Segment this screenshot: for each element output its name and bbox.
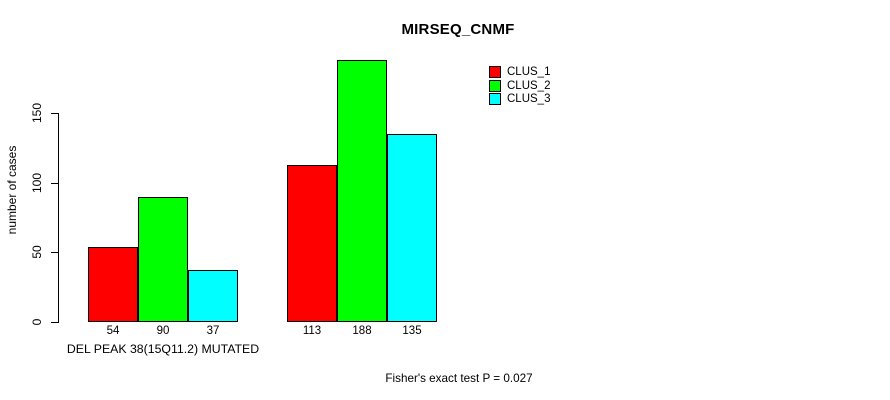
- legend: CLUS_1 CLUS_2 CLUS_3: [489, 65, 550, 106]
- y-tick-mark: [51, 113, 58, 114]
- y-tick-label: 50: [30, 245, 44, 259]
- bar-value-label: 54: [106, 325, 120, 337]
- chart-title: MIRSEQ_CNMF: [401, 21, 515, 38]
- bar-value-label: 37: [206, 325, 220, 337]
- bar-value-label: 188: [352, 325, 372, 337]
- legend-label: CLUS_2: [507, 79, 551, 92]
- bar-clus_1: [287, 165, 337, 322]
- bar-clus_2: [138, 197, 188, 322]
- y-tick-label: 150: [30, 102, 44, 124]
- legend-row: CLUS_3: [489, 92, 550, 106]
- bar-value-label: 90: [156, 325, 170, 337]
- legend-swatch-icon: [489, 79, 501, 92]
- legend-row: CLUS_2: [489, 79, 550, 93]
- y-tick-mark: [51, 183, 58, 184]
- y-tick-label: 100: [30, 172, 44, 194]
- legend-swatch-icon: [489, 93, 501, 106]
- y-tick-mark: [51, 322, 58, 323]
- bar-clus_3: [188, 270, 238, 322]
- y-tick-label: 0: [30, 318, 44, 326]
- annotation-text: Fisher's exact test P = 0.027: [385, 372, 533, 385]
- bar-clus_3: [387, 134, 437, 322]
- y-axis-line: [58, 113, 59, 323]
- bar-value-label: 113: [302, 325, 322, 337]
- legend-label: CLUS_3: [507, 93, 551, 106]
- y-tick-mark: [51, 252, 58, 253]
- x-axis-group-label: DEL PEAK 38(15Q11.2) MUTATED: [66, 342, 260, 356]
- bar-value-label: 135: [402, 325, 422, 337]
- legend-swatch-icon: [489, 65, 501, 78]
- legend-label: CLUS_1: [507, 65, 551, 78]
- legend-row: CLUS_1: [489, 65, 550, 79]
- bar-clus_2: [337, 60, 387, 322]
- y-axis-title: number of cases: [5, 145, 19, 235]
- bar-clus_1: [88, 247, 138, 322]
